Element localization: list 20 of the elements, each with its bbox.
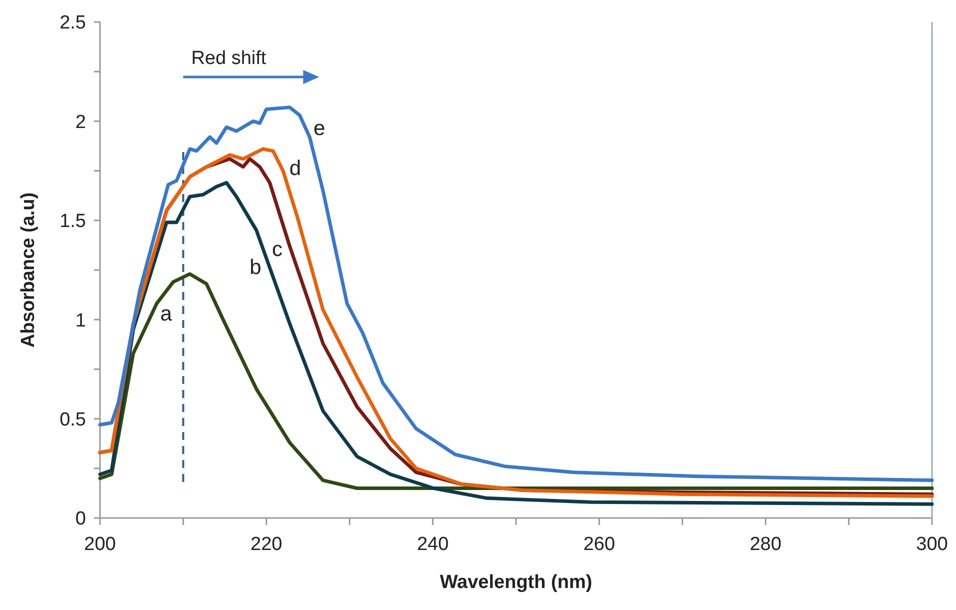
x-tick-label: 260 bbox=[583, 534, 616, 555]
series-label: c bbox=[272, 238, 283, 262]
x-tick-label: 200 bbox=[84, 534, 116, 555]
y-tick-label: 2.5 bbox=[60, 12, 86, 34]
x-tick-label: 280 bbox=[750, 534, 782, 555]
y-tick-label: 2 bbox=[75, 112, 86, 133]
series-label: d bbox=[289, 156, 302, 180]
series-label: e bbox=[313, 117, 326, 140]
y-tick-label: 1.5 bbox=[60, 211, 86, 232]
y-tick-label: 1 bbox=[75, 310, 86, 332]
x-tick-label: 240 bbox=[416, 534, 449, 555]
y-axis-title: Absorbance (a.u) bbox=[18, 192, 39, 348]
x-axis-title: Wavelength (nm) bbox=[440, 572, 592, 593]
y-tick-label: 0.5 bbox=[60, 409, 86, 430]
annotation: Red shift bbox=[191, 48, 267, 69]
x-tick-label: 220 bbox=[250, 534, 282, 555]
series-label: b bbox=[250, 256, 262, 279]
series-label: a bbox=[160, 302, 172, 326]
y-tick-label: 0 bbox=[75, 508, 86, 530]
x-tick-label: 300 bbox=[916, 534, 948, 555]
